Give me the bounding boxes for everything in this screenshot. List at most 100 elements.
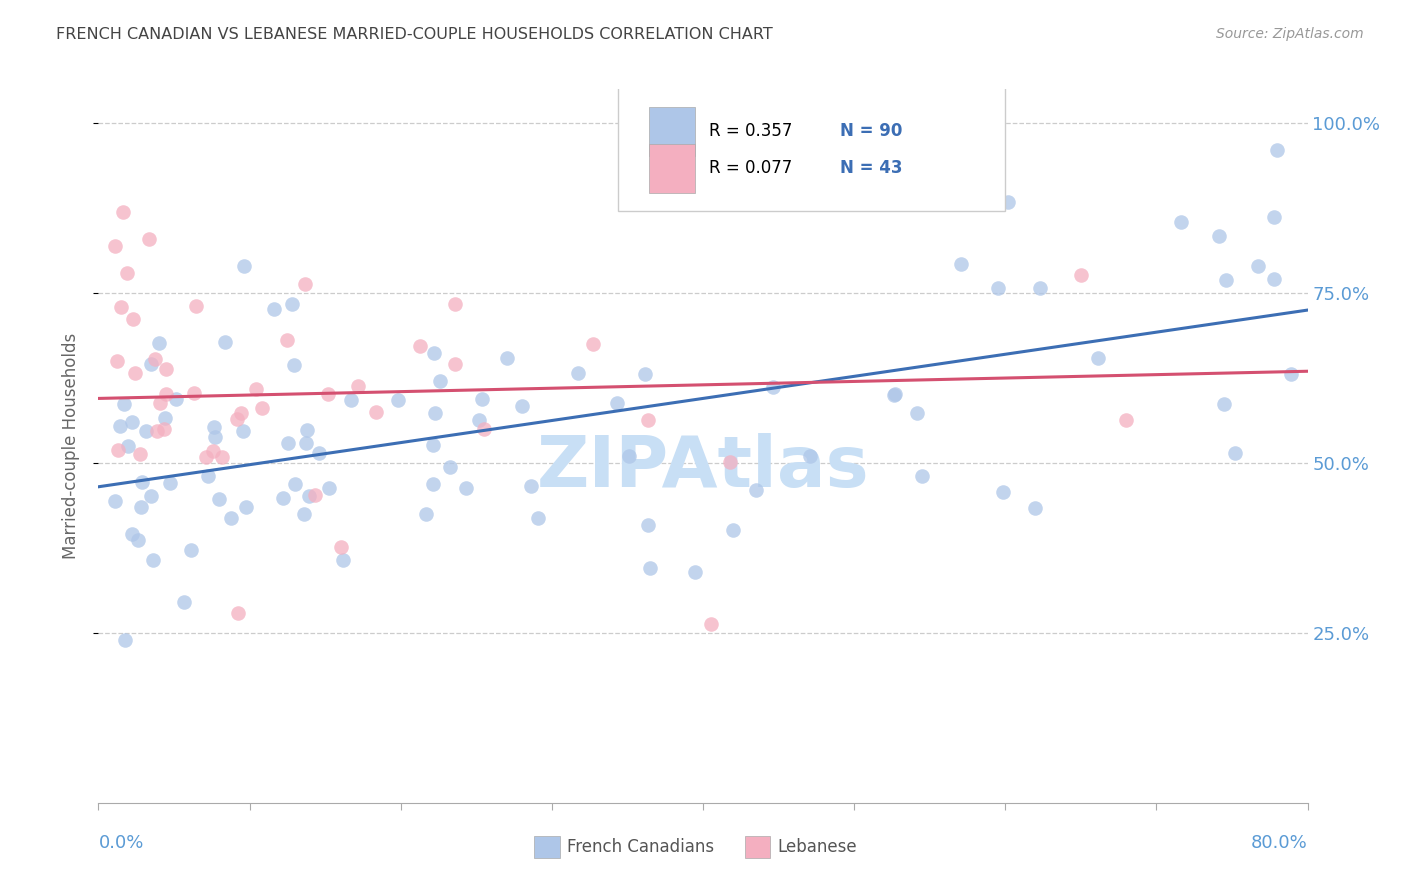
Point — [347, 379, 370, 393]
Point — [105, 354, 128, 368]
Text: 80.0%: 80.0% — [1251, 834, 1308, 852]
Point — [276, 333, 298, 347]
Point — [153, 410, 176, 425]
Point — [799, 449, 821, 463]
Point — [204, 429, 226, 443]
Point — [1215, 273, 1237, 287]
Point — [318, 481, 340, 495]
Point — [226, 606, 249, 620]
Point — [201, 444, 224, 458]
Point — [883, 388, 905, 402]
Point — [1213, 397, 1236, 411]
Point — [1087, 351, 1109, 365]
Point — [277, 436, 299, 450]
Point — [422, 437, 444, 451]
Point — [159, 475, 181, 490]
Point — [718, 455, 741, 469]
Point — [1208, 229, 1230, 244]
Point — [141, 489, 163, 503]
Point — [422, 476, 444, 491]
Point — [721, 523, 744, 537]
Point — [993, 485, 1015, 500]
Point — [884, 387, 907, 401]
Point — [298, 490, 321, 504]
Point — [211, 450, 233, 464]
Point — [271, 491, 294, 505]
Point — [104, 494, 127, 508]
Point — [197, 468, 219, 483]
Point — [138, 232, 160, 246]
Text: N = 43: N = 43 — [839, 160, 903, 178]
Text: R = 0.077: R = 0.077 — [709, 160, 793, 178]
Point — [214, 335, 236, 350]
Point — [520, 479, 543, 493]
Point — [471, 392, 494, 406]
Point — [292, 507, 315, 521]
Point — [1070, 268, 1092, 282]
Point — [263, 302, 285, 317]
Point — [745, 483, 768, 497]
Point — [295, 435, 318, 450]
Point — [1247, 259, 1270, 273]
Point — [110, 300, 132, 314]
Point — [146, 424, 169, 438]
Point — [905, 406, 928, 420]
Point — [155, 387, 177, 401]
Point — [281, 297, 304, 311]
Text: Source: ZipAtlas.com: Source: ZipAtlas.com — [1216, 27, 1364, 41]
Point — [149, 396, 172, 410]
Text: Lebanese: Lebanese — [778, 838, 858, 856]
Y-axis label: Married-couple Households: Married-couple Households — [62, 333, 80, 559]
Point — [567, 366, 589, 380]
Bar — [648, 145, 695, 193]
Point — [316, 387, 339, 401]
Point — [637, 517, 659, 532]
Point — [1279, 367, 1302, 381]
Point — [297, 423, 319, 437]
Point — [121, 527, 143, 541]
Point — [617, 449, 640, 463]
Point — [294, 277, 316, 292]
Point — [304, 488, 326, 502]
Point — [332, 553, 354, 567]
Point — [415, 507, 437, 521]
Point — [148, 335, 170, 350]
Point — [387, 392, 409, 407]
Point — [143, 352, 166, 367]
Point — [1263, 210, 1285, 224]
Point — [444, 297, 467, 311]
Point — [231, 406, 253, 420]
Point — [183, 385, 205, 400]
Point — [1263, 271, 1285, 285]
Text: FRENCH CANADIAN VS LEBANESE MARRIED-COUPLE HOUSEHOLDS CORRELATION CHART: FRENCH CANADIAN VS LEBANESE MARRIED-COUP… — [56, 27, 773, 42]
Point — [226, 412, 249, 426]
Point — [329, 541, 352, 555]
Point — [423, 405, 446, 419]
Point — [153, 422, 176, 436]
Point — [1170, 215, 1192, 229]
Point — [114, 397, 136, 411]
Point — [637, 413, 659, 427]
Point — [233, 259, 256, 273]
Point — [510, 400, 533, 414]
Point — [114, 632, 136, 647]
Point — [208, 492, 231, 507]
Point — [141, 358, 163, 372]
Point — [284, 476, 307, 491]
Point — [606, 396, 628, 410]
Text: N = 90: N = 90 — [839, 122, 903, 140]
Point — [108, 418, 131, 433]
Point — [1024, 501, 1046, 516]
Point — [997, 195, 1019, 210]
Point — [1029, 280, 1052, 294]
Point — [429, 374, 451, 388]
Point — [762, 380, 785, 394]
Text: French Canadians: French Canadians — [567, 838, 714, 856]
Text: ZIPAtlas: ZIPAtlas — [537, 433, 869, 502]
Point — [700, 617, 723, 632]
Point — [104, 238, 127, 252]
Point — [443, 357, 465, 371]
Point — [496, 351, 519, 365]
Point — [439, 460, 461, 475]
Point — [1225, 446, 1247, 460]
